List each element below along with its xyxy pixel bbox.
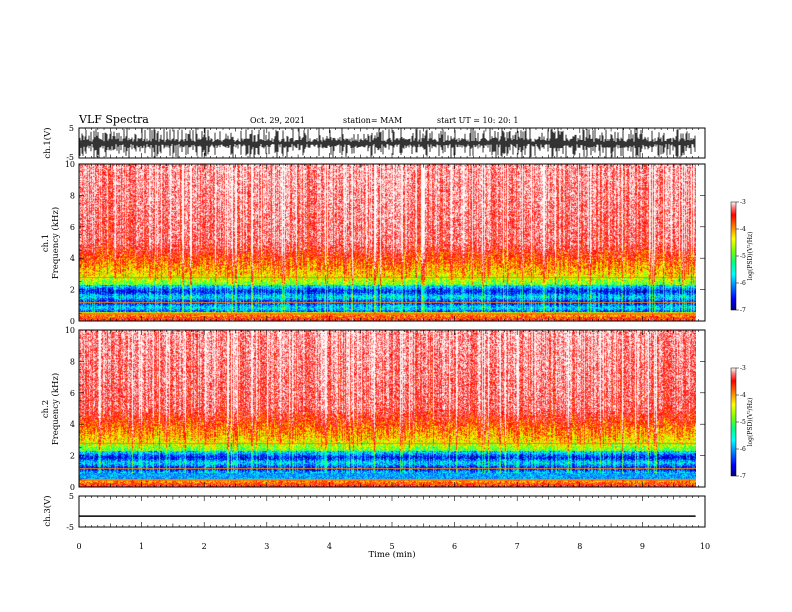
ch2-frequency-ylabel: Frequency (kHz) bbox=[50, 373, 61, 445]
date-label: Oct. 29, 2021 bbox=[250, 116, 305, 125]
ch2-colorbar-gradient bbox=[730, 367, 737, 477]
x-axis-tick-labels: 0 1 2 3 4 5 6 7 8 9 10 bbox=[76, 542, 710, 551]
y-tick-label: 10 bbox=[65, 326, 75, 335]
colorbar-tick-label: -3 bbox=[740, 365, 746, 372]
ch2-spectrogram-image bbox=[79, 330, 696, 487]
ch3-ytick-top: 5 bbox=[69, 492, 74, 501]
ch2-colorbar-label: log(PSD)(V²/Hz) bbox=[747, 398, 754, 447]
ch1-spectrogram-yticks: 10 8 6 4 2 0 bbox=[65, 160, 705, 326]
spectrogram-raster bbox=[79, 330, 696, 487]
colorbar-tick-label: -7 bbox=[740, 307, 746, 314]
ch1-waveform-path bbox=[79, 128, 696, 158]
ch1-waveform-ylabel: ch.1(V) bbox=[42, 127, 53, 158]
ch2-spectrogram-panel: 10 8 6 4 2 0 ch.2 Frequency (kHz) bbox=[41, 326, 706, 492]
colorbar-tick-label: -6 bbox=[740, 280, 746, 287]
ch1-waveform-trace bbox=[79, 128, 696, 158]
start-time-label: start UT = 10: 20: 1 bbox=[437, 116, 518, 125]
ch3-ytick-bottom: -5 bbox=[66, 523, 74, 532]
ch2-spectrogram-yticks: 10 8 6 4 2 0 bbox=[65, 326, 705, 492]
x-tick-label: 3 bbox=[264, 542, 269, 551]
y-tick-label: 4 bbox=[70, 420, 75, 429]
y-tick-label: 2 bbox=[70, 286, 75, 295]
ch3-waveform-ylabel: ch.3(V) bbox=[42, 495, 53, 526]
y-tick-label: 2 bbox=[70, 452, 75, 461]
x-tick-label: 1 bbox=[139, 542, 144, 551]
ch1-channel-label: ch.1 bbox=[41, 234, 51, 252]
chart-title: VLF Spectra bbox=[78, 113, 149, 126]
colorbar-tick-label: -5 bbox=[740, 419, 746, 426]
ch1-ytick-bottom: -5 bbox=[66, 153, 74, 162]
y-tick-label: 6 bbox=[70, 389, 75, 398]
ch1-spectrogram-image bbox=[79, 164, 696, 321]
x-tick-label: 5 bbox=[389, 542, 394, 551]
colorbar-tick-label: -7 bbox=[740, 473, 746, 480]
station-label: station= MAM bbox=[343, 116, 402, 125]
y-tick-label: 8 bbox=[70, 191, 75, 200]
ch2-colorbar-ticks: -3 -4 -5 -6 -7 bbox=[736, 365, 746, 480]
x-tick-label: 4 bbox=[327, 542, 332, 551]
y-tick-label: 8 bbox=[70, 357, 75, 366]
ch1-ytick-top: 5 bbox=[69, 124, 74, 133]
ch1-colorbar-gradient bbox=[730, 201, 737, 311]
y-tick-label: 4 bbox=[70, 254, 75, 263]
spectrogram-raster bbox=[79, 164, 696, 321]
x-tick-label: 6 bbox=[452, 542, 457, 551]
x-tick-label: 9 bbox=[640, 542, 645, 551]
ch1-spectrogram-panel: 10 8 6 4 2 0 ch.1 Frequency (kHz) bbox=[41, 160, 706, 326]
x-tick-label: 2 bbox=[202, 542, 207, 551]
ch2-colorbar: -3 -4 -5 -6 -7 log(PSD)(V²/Hz) bbox=[730, 365, 754, 480]
ch1-colorbar-label: log(PSD)(V²/Hz) bbox=[747, 232, 754, 281]
x-axis-label: Time (min) bbox=[368, 549, 415, 560]
colorbar-tick-label: -3 bbox=[740, 199, 746, 206]
ch1-colorbar-ticks: -3 -4 -5 -6 -7 bbox=[736, 199, 746, 314]
colorbar-tick-label: -4 bbox=[740, 226, 746, 233]
colorbar-tick-label: -4 bbox=[740, 392, 746, 399]
ch1-frequency-ylabel: Frequency (kHz) bbox=[50, 207, 61, 279]
y-tick-label: 10 bbox=[65, 160, 75, 169]
y-tick-label: 0 bbox=[70, 317, 75, 326]
x-tick-label: 8 bbox=[577, 542, 582, 551]
ch2-channel-label: ch.2 bbox=[41, 400, 51, 418]
y-tick-label: 0 bbox=[70, 483, 75, 492]
x-tick-label: 10 bbox=[700, 542, 710, 551]
x-tick-label: 0 bbox=[76, 542, 81, 551]
y-tick-label: 6 bbox=[70, 223, 75, 232]
ch1-colorbar: -3 -4 -5 -6 -7 log(PSD)(V²/Hz) bbox=[730, 199, 754, 314]
x-tick-label: 7 bbox=[515, 542, 520, 551]
colorbar-tick-label: -5 bbox=[740, 253, 746, 260]
x-axis-ticks bbox=[78, 128, 706, 527]
colorbar-tick-label: -6 bbox=[740, 446, 746, 453]
